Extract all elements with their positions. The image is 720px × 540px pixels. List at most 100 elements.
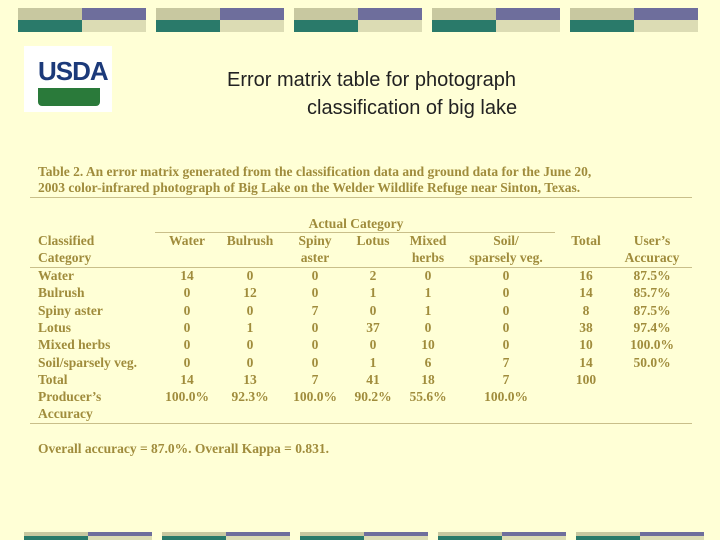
cell: 0: [183, 354, 191, 370]
column-header: Soil/: [493, 233, 519, 248]
cell: 41: [366, 371, 380, 387]
cell: 0: [246, 354, 254, 370]
row-label: Mixed herbs: [38, 337, 111, 353]
cell: 0: [311, 354, 319, 370]
cell: 100.0%: [484, 389, 528, 405]
cell: 7: [502, 371, 510, 387]
row-label: Bulrush: [38, 285, 85, 301]
decor-bar: [570, 8, 698, 32]
cell: 0: [502, 302, 510, 318]
cell: 2: [369, 268, 377, 283]
row-label: Accuracy: [38, 406, 93, 422]
cell: 14: [180, 268, 194, 283]
cell: 0: [183, 285, 191, 301]
footer-note: Overall accuracy = 87.0%. Overall Kappa …: [38, 441, 329, 456]
cell: 10: [421, 337, 435, 353]
cell: 100.0%: [293, 389, 337, 405]
column-header: herbs: [411, 250, 445, 265]
cell: 1: [424, 285, 432, 301]
cell: 0: [502, 319, 510, 335]
cell: 6: [424, 354, 432, 370]
cell: 1: [246, 319, 254, 335]
column-header: Bulrush: [226, 233, 274, 248]
cell: 92.3%: [231, 389, 269, 405]
column-header: sparsely veg.: [469, 250, 543, 265]
decor-bar: [24, 532, 152, 540]
row-label: Lotus: [38, 319, 72, 335]
cell: 0: [311, 268, 319, 283]
decor-bar: [294, 8, 422, 32]
column-header: Mixed: [409, 233, 447, 248]
cell: 12: [243, 285, 257, 301]
cell: 8: [582, 302, 590, 318]
cell: 0: [246, 337, 254, 353]
cell: 7: [311, 302, 319, 318]
cell: 50.0%: [633, 354, 671, 370]
cell: 0: [246, 268, 254, 283]
decor-bar: [162, 532, 290, 540]
group-header: Actual Category: [308, 216, 404, 231]
column-header: Water: [169, 233, 205, 248]
cell: 0: [424, 268, 432, 283]
column-header: Total: [571, 233, 601, 248]
decor-bar: [300, 532, 428, 540]
row-label: Spiny aster: [38, 302, 103, 318]
caption: 2003 color-infrared photograph of Big La…: [38, 180, 581, 195]
cell: 0: [183, 337, 191, 353]
cell: 7: [502, 354, 510, 370]
logo-text: USDA: [38, 56, 109, 86]
column-header: aster: [300, 250, 330, 265]
cell: 37: [366, 319, 380, 335]
cell: 1: [369, 354, 377, 370]
column-header: Classified: [38, 233, 95, 248]
cell: 0: [369, 337, 377, 353]
cell: 100: [575, 371, 597, 387]
decor-bar: [432, 8, 560, 32]
column-header: Category: [38, 250, 92, 265]
row-label: Water: [38, 268, 74, 283]
cell: 0: [183, 302, 191, 318]
cell: 0: [424, 319, 432, 335]
cell: 18: [421, 371, 435, 387]
cell: 90.2%: [354, 389, 392, 405]
cell: 1: [369, 285, 377, 301]
column-header: Accuracy: [624, 250, 680, 265]
cell: 100.0%: [165, 389, 209, 405]
cell: 13: [243, 371, 257, 387]
cell: 0: [502, 268, 510, 283]
row-label: Soil/sparsely veg.: [38, 354, 138, 370]
cell: 85.7%: [633, 285, 671, 301]
column-header: User’s: [633, 233, 671, 248]
cell: 0: [246, 302, 254, 318]
cell: 0: [369, 302, 377, 318]
cell: 14: [579, 354, 593, 370]
logo: USDA: [24, 46, 112, 112]
column-header: Lotus: [356, 233, 390, 248]
decor-bar: [576, 532, 704, 540]
cell: 38: [579, 319, 593, 335]
cell: 10: [579, 337, 593, 353]
cell: 0: [311, 319, 319, 335]
decor-bar: [18, 8, 146, 32]
cell: 55.6%: [409, 389, 447, 405]
title-line: classification of big lake: [307, 97, 518, 119]
cell: 0: [311, 285, 319, 301]
cell: 0: [502, 337, 510, 353]
cell: 7: [311, 371, 319, 387]
cell: 100.0%: [630, 337, 674, 353]
cell: 0: [502, 285, 510, 301]
cell: 0: [311, 337, 319, 353]
column-header: Spiny: [298, 233, 332, 248]
row-label: Total: [38, 371, 68, 387]
cell: 97.4%: [633, 319, 671, 335]
cell: 87.5%: [633, 268, 671, 283]
cell: 0: [183, 319, 191, 335]
row-label: Producer’s: [38, 389, 102, 405]
cell: 14: [180, 371, 194, 387]
cell: 16: [579, 268, 593, 283]
decor-bar: [156, 8, 284, 32]
decor-bar: [438, 532, 566, 540]
cell: 14: [579, 285, 593, 301]
cell: 87.5%: [633, 302, 671, 318]
